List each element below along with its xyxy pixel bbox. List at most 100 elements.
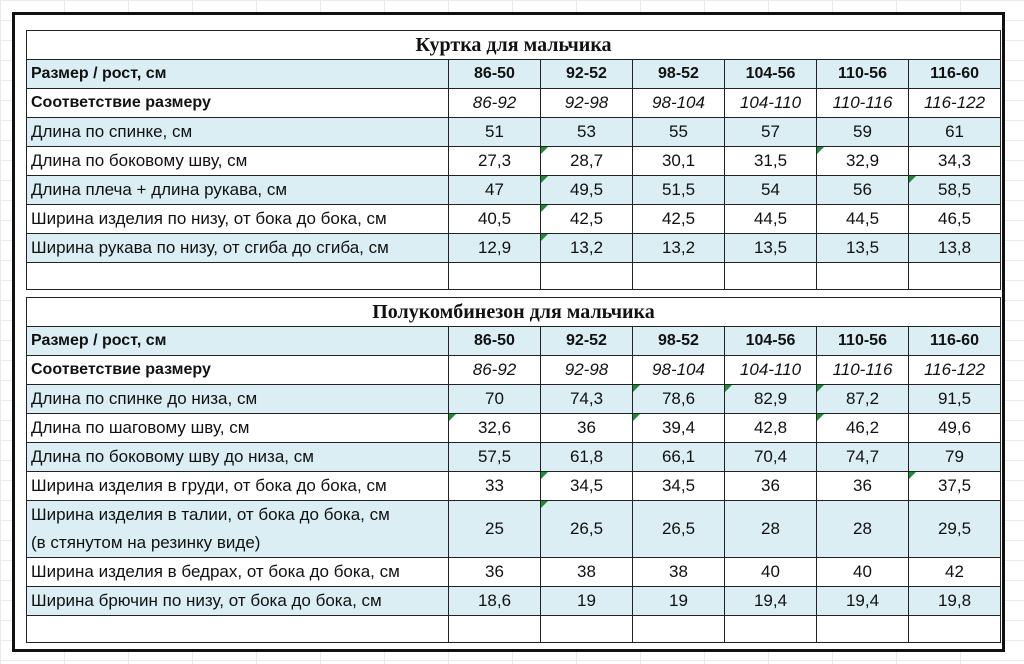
value-cell: 38 <box>632 557 725 587</box>
row-label: Ширина изделия в талии, от бока до бока,… <box>26 500 449 558</box>
correspondence-cell: 98-104 <box>632 88 725 118</box>
empty-cell <box>816 615 909 643</box>
empty-cell <box>26 615 449 643</box>
empty-cell <box>724 615 817 643</box>
value-cell: 36 <box>724 471 817 501</box>
value-cell: 19,4 <box>816 586 909 616</box>
value-cell: 42,5 <box>540 204 633 234</box>
size-cell: 86-50 <box>448 59 541 89</box>
row-label: Ширина брючин по низу, от бока до бока, … <box>26 586 449 616</box>
row-label: Длина по шаговому шву, см <box>26 413 449 443</box>
value-cell: 54 <box>724 175 817 205</box>
value-cell: 57 <box>724 117 817 147</box>
jacket-size-table: Куртка для мальчика Размер / рост, см 86… <box>25 30 1002 290</box>
header-label: Размер / рост, см <box>26 326 449 356</box>
row-label: Длина плеча + длина рукава, см <box>26 175 449 205</box>
row-label-line1: Ширина изделия в талии, от бока до бока,… <box>31 505 390 524</box>
table-row: Ширина рукава по низу, от сгиба до сгиба… <box>26 233 1002 263</box>
value-cell: 66,1 <box>632 442 725 472</box>
size-cell: 110-56 <box>816 59 909 89</box>
size-header-row: Размер / рост, см 86-50 92-52 98-52 104-… <box>26 326 1002 356</box>
row-label: Ширина изделия в бедрах, от бока до бока… <box>26 557 449 587</box>
empty-cell <box>724 262 817 290</box>
size-cell: 116-60 <box>907 326 1002 356</box>
value-cell: 78,6 <box>632 384 725 414</box>
correspondence-label: Соответствие размеру <box>26 355 449 385</box>
size-cell: 104-56 <box>724 326 817 356</box>
empty-cell <box>540 262 633 290</box>
value-cell: 28,7 <box>540 146 633 176</box>
correspondence-cell: 92-98 <box>540 355 633 385</box>
correspondence-cell: 98-104 <box>632 355 725 385</box>
empty-cell <box>632 615 725 643</box>
value-cell: 30,1 <box>632 146 725 176</box>
empty-row <box>26 262 1002 290</box>
value-cell: 26,5 <box>632 500 725 558</box>
correspondence-cell: 116-122 <box>907 355 1002 385</box>
table-row: Длина по спинке, см 51 53 55 57 59 61 <box>26 117 1002 147</box>
value-cell: 34,3 <box>907 146 1002 176</box>
header-label: Размер / рост, см <box>26 59 449 89</box>
value-cell: 61,8 <box>540 442 633 472</box>
table-title: Полукомбинезон для мальчика <box>25 297 1002 327</box>
value-cell: 46,5 <box>907 204 1002 234</box>
correspondence-cell: 116-122 <box>907 88 1002 118</box>
empty-cell <box>448 615 541 643</box>
value-cell: 13,2 <box>632 233 725 263</box>
value-cell: 27,3 <box>448 146 541 176</box>
table-row: Ширина изделия в груди, от бока до бока,… <box>26 471 1002 501</box>
value-cell: 31,5 <box>724 146 817 176</box>
value-cell: 70 <box>448 384 541 414</box>
row-label: Длина по боковому шву, см <box>26 146 449 176</box>
value-cell: 34,5 <box>540 471 633 501</box>
value-cell: 79 <box>907 442 1002 472</box>
row-label: Длина по спинке до низа, см <box>26 384 449 414</box>
table-row: Ширина изделия в талии, от бока до бока,… <box>26 500 1002 558</box>
value-cell: 13,5 <box>724 233 817 263</box>
correspondence-cell: 104-110 <box>724 88 817 118</box>
size-header-row: Размер / рост, см 86-50 92-52 98-52 104-… <box>26 59 1002 89</box>
value-cell: 28 <box>816 500 909 558</box>
value-cell: 44,5 <box>816 204 909 234</box>
correspondence-cell: 92-98 <box>540 88 633 118</box>
table-row: Ширина брючин по низу, от бока до бока, … <box>26 586 1002 616</box>
value-cell: 28 <box>724 500 817 558</box>
table-title: Куртка для мальчика <box>25 30 1002 60</box>
value-cell: 55 <box>632 117 725 147</box>
value-cell: 49,6 <box>907 413 1002 443</box>
correspondence-cell: 86-92 <box>448 355 541 385</box>
value-cell: 82,9 <box>724 384 817 414</box>
value-cell: 25 <box>448 500 541 558</box>
empty-cell <box>632 262 725 290</box>
empty-cell <box>26 262 449 290</box>
empty-cell <box>907 262 1002 290</box>
correspondence-cell: 104-110 <box>724 355 817 385</box>
value-cell: 38 <box>540 557 633 587</box>
overalls-size-table: Полукомбинезон для мальчика Размер / рос… <box>25 297 1002 643</box>
size-cell: 116-60 <box>907 59 1002 89</box>
size-cell: 104-56 <box>724 59 817 89</box>
empty-cell <box>816 262 909 290</box>
value-cell: 36 <box>448 557 541 587</box>
row-label: Длина по спинке, см <box>26 117 449 147</box>
empty-row <box>26 615 1002 643</box>
value-cell: 51 <box>448 117 541 147</box>
value-cell: 36 <box>540 413 633 443</box>
value-cell: 59 <box>816 117 909 147</box>
value-cell: 26,5 <box>540 500 633 558</box>
value-cell: 19,8 <box>907 586 1002 616</box>
value-cell: 61 <box>907 117 1002 147</box>
size-cell: 110-56 <box>816 326 909 356</box>
value-cell: 36 <box>816 471 909 501</box>
row-label: Ширина изделия по низу, от бока до бока,… <box>26 204 449 234</box>
value-cell: 18,6 <box>448 586 541 616</box>
row-label: Ширина рукава по низу, от сгиба до сгиба… <box>26 233 449 263</box>
value-cell: 32,9 <box>816 146 909 176</box>
value-cell: 42,5 <box>632 204 725 234</box>
correspondence-cell: 110-116 <box>816 355 909 385</box>
size-cell: 98-52 <box>632 326 725 356</box>
correspondence-label: Соответствие размеру <box>26 88 449 118</box>
correspondence-row: Соответствие размеру 86-92 92-98 98-104 … <box>26 355 1002 385</box>
value-cell: 13,5 <box>816 233 909 263</box>
value-cell: 58,5 <box>907 175 1002 205</box>
